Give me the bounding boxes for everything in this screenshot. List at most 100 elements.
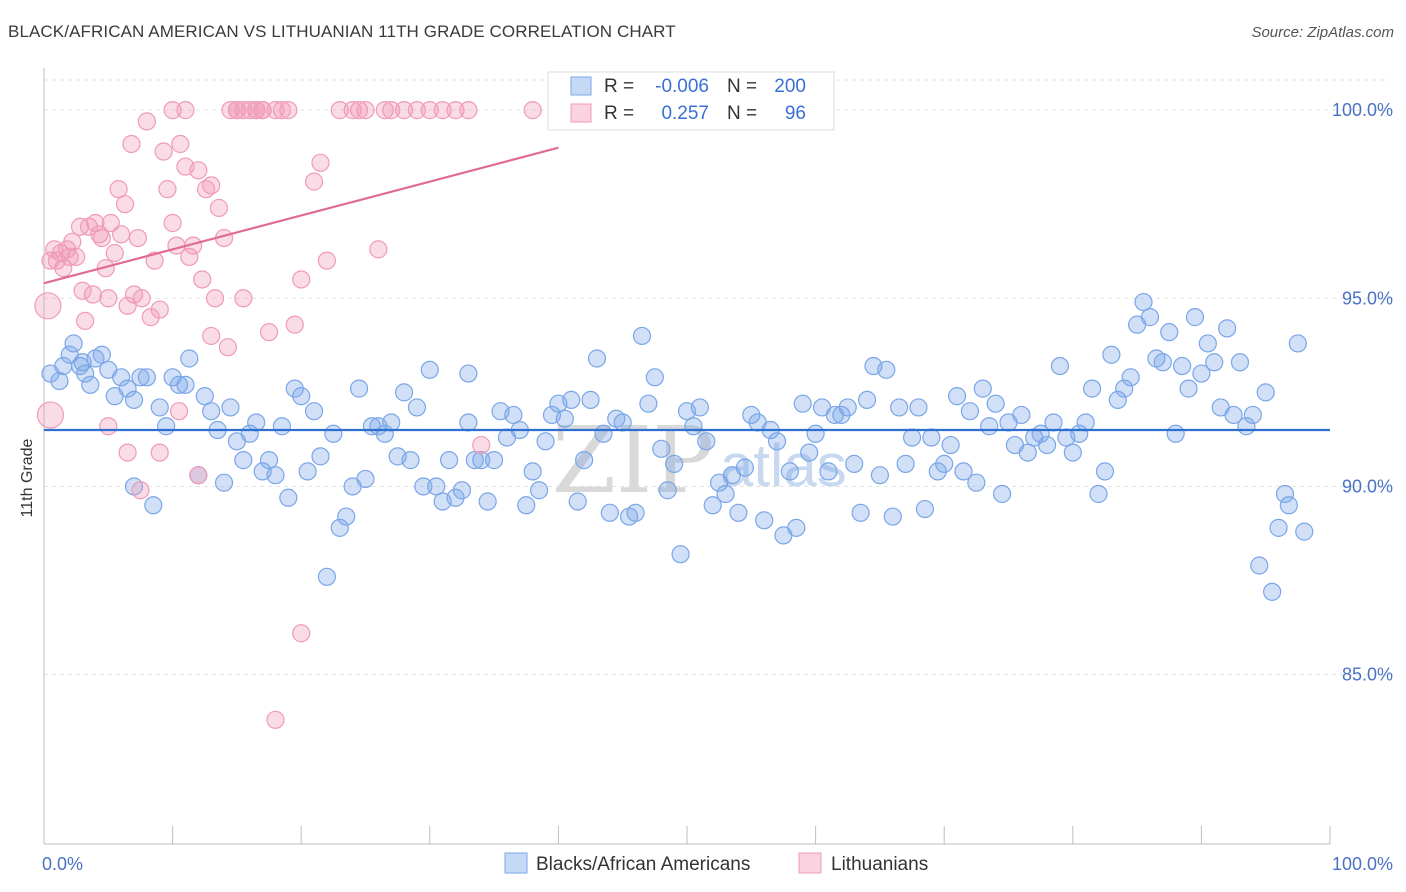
legend-n-value-1: 200 bbox=[774, 76, 806, 97]
point-lithuanians bbox=[259, 323, 279, 342]
point-lithuanians bbox=[292, 624, 311, 643]
point-lithuanians bbox=[189, 466, 208, 485]
point-blacks bbox=[1063, 443, 1082, 462]
point-blacks bbox=[465, 451, 484, 470]
legend-n-value-2: 96 bbox=[785, 103, 806, 124]
point-blacks bbox=[81, 375, 100, 394]
point-blacks bbox=[857, 390, 877, 410]
point-blacks bbox=[562, 390, 581, 410]
point-blacks bbox=[1173, 356, 1192, 376]
point-blacks bbox=[806, 424, 825, 443]
point-blacks bbox=[1102, 345, 1121, 364]
point-blacks bbox=[581, 390, 600, 410]
point-lithuanians bbox=[150, 443, 169, 462]
point-blacks bbox=[684, 417, 703, 436]
point-blacks bbox=[1185, 308, 1205, 327]
point-blacks bbox=[131, 368, 150, 387]
data-points bbox=[34, 101, 1314, 729]
point-lithuanians bbox=[292, 270, 311, 289]
point-blacks bbox=[324, 424, 343, 443]
point-blacks bbox=[902, 428, 922, 447]
point-lithuanians bbox=[105, 244, 124, 263]
point-blacks bbox=[234, 451, 253, 470]
legend-box: R = -0.006 N = 200 R = 0.257 N = 96 bbox=[547, 71, 835, 131]
point-blacks bbox=[504, 405, 523, 425]
point-blacks bbox=[665, 454, 684, 473]
y-tick-label: 90.0% bbox=[1342, 476, 1393, 496]
point-blacks bbox=[639, 394, 658, 413]
point-blacks bbox=[330, 518, 349, 537]
point-lithuanians bbox=[349, 101, 369, 120]
point-blacks bbox=[459, 413, 478, 432]
point-lithuanians bbox=[311, 153, 330, 172]
point-lithuanians bbox=[193, 270, 212, 289]
point-blacks bbox=[915, 499, 935, 519]
point-blacks bbox=[697, 432, 716, 451]
point-blacks bbox=[845, 454, 864, 473]
bottom-legend-label-blue: Blacks/African Americans bbox=[536, 854, 750, 875]
point-blacks bbox=[1018, 443, 1037, 462]
point-lithuanians bbox=[472, 435, 491, 455]
point-lithuanians bbox=[115, 195, 135, 214]
point-lithuanians bbox=[394, 101, 414, 120]
point-lithuanians bbox=[118, 443, 137, 462]
point-blacks bbox=[928, 462, 947, 481]
point-blacks bbox=[1166, 424, 1185, 443]
point-blacks bbox=[645, 368, 664, 387]
point-blacks bbox=[1269, 518, 1288, 537]
point-blacks bbox=[1243, 405, 1262, 425]
trend-lines bbox=[43, 146, 1330, 432]
grid-lines bbox=[44, 79, 1390, 676]
axes bbox=[43, 68, 1331, 845]
point-lithuanians bbox=[240, 101, 259, 120]
point-blacks bbox=[575, 451, 594, 470]
point-lithuanians bbox=[112, 225, 131, 244]
point-blacks bbox=[356, 469, 375, 489]
legend-r-label-2: R = bbox=[604, 103, 634, 124]
point-blacks bbox=[530, 481, 549, 500]
point-blacks bbox=[742, 405, 761, 425]
point-lithuanians bbox=[221, 101, 240, 120]
point-blacks bbox=[703, 496, 722, 515]
point-blacks bbox=[941, 435, 960, 455]
point-lithuanians bbox=[60, 247, 79, 266]
point-blacks bbox=[1279, 496, 1298, 515]
point-blacks bbox=[259, 451, 279, 470]
point-blacks bbox=[266, 466, 285, 485]
point-lithuanians bbox=[382, 101, 401, 120]
point-blacks bbox=[1082, 379, 1102, 398]
point-lithuanians bbox=[99, 289, 118, 308]
point-blacks bbox=[349, 379, 369, 398]
point-blacks bbox=[980, 417, 999, 436]
point-blacks bbox=[137, 368, 156, 387]
point-lithuanians bbox=[356, 101, 375, 120]
point-blacks bbox=[285, 379, 304, 398]
point-lithuanians bbox=[163, 213, 182, 233]
point-blacks bbox=[112, 368, 131, 387]
point-blacks bbox=[870, 466, 890, 485]
point-blacks bbox=[1044, 413, 1063, 432]
point-blacks bbox=[877, 360, 896, 379]
point-lithuanians bbox=[101, 213, 120, 233]
point-lithuanians bbox=[145, 251, 164, 270]
point-lithuanians bbox=[158, 180, 177, 199]
point-blacks bbox=[536, 432, 555, 451]
point-blacks bbox=[1295, 522, 1314, 541]
point-blacks bbox=[272, 417, 292, 436]
point-blacks bbox=[124, 390, 144, 410]
point-blacks bbox=[632, 326, 652, 346]
point-blacks bbox=[247, 413, 266, 432]
point-lithuanians bbox=[109, 180, 128, 199]
legend-r-value-1: -0.006 bbox=[655, 76, 709, 97]
point-lithuanians bbox=[247, 101, 266, 120]
bottom-legend-swatch-pink bbox=[798, 852, 822, 874]
point-blacks bbox=[427, 477, 446, 496]
point-lithuanians bbox=[407, 101, 427, 120]
point-lithuanians bbox=[253, 101, 272, 120]
point-blacks bbox=[157, 417, 176, 436]
point-blacks bbox=[452, 481, 472, 500]
point-blacks bbox=[439, 451, 459, 470]
point-blacks bbox=[50, 371, 69, 391]
x-tick-label-min: 0.0% bbox=[42, 854, 83, 874]
point-blacks bbox=[459, 364, 478, 383]
